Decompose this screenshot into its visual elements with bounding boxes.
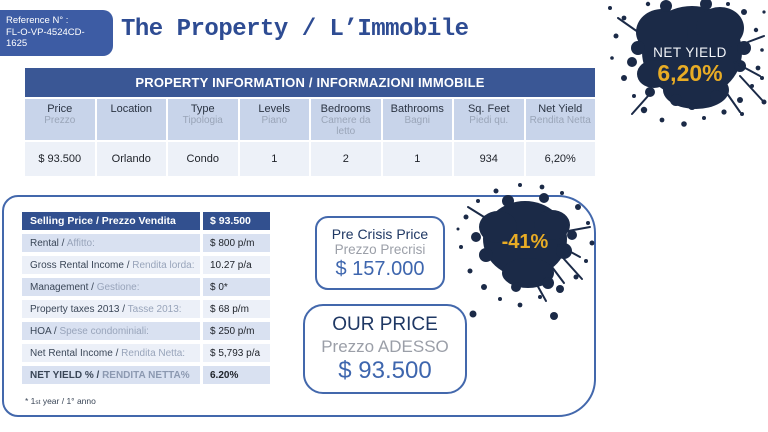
our-price-box: OUR PRICE Prezzo ADESSO $ 93.500 [303, 304, 467, 394]
cell-bathrooms: 1 [382, 142, 452, 176]
cell-type: Condo [168, 142, 238, 176]
column-header-net-yield: Net Yield Rendita Netta [525, 99, 595, 140]
selling-price-label: Selling Price / Prezzo Vendita [22, 212, 200, 230]
net-yield-value: 6,20% [657, 60, 723, 86]
cell-bedrooms: 2 [311, 142, 381, 176]
financials-row-management: Management / Gestione: $ 0* [22, 278, 270, 296]
financials-header-row: Selling Price / Prezzo Vendita $ 93.500 [22, 212, 270, 230]
cell-levels: 1 [239, 142, 309, 176]
financials-row-net-yield: NET YIELD % / RENDITA NETTA% 6.20% [22, 366, 270, 384]
reference-label: Reference N° : [6, 15, 69, 26]
property-table-title: PROPERTY INFORMATION / INFORMAZIONI IMMO… [25, 68, 595, 97]
discount-value: -41% [501, 231, 549, 253]
column-header-sqfeet: Sq. Feet Piedi qu. [454, 99, 524, 140]
page-title: The Property / L’Immobile [121, 16, 469, 43]
pre-crisis-title: Pre Crisis Price [331, 225, 429, 242]
column-header-price: Price Prezzo [25, 99, 95, 140]
financials-row-gross-income: Gross Rental Income / Rendita lorda: 10.… [22, 256, 270, 274]
net-yield-label: NET YIELD [653, 45, 727, 60]
financials-row-hoa: HOA / Spese condominiali: $ 250 p/m [22, 322, 270, 340]
details-panel [2, 195, 596, 417]
cell-net-yield: 6,20% [525, 142, 595, 176]
cell-location: Orlando [96, 142, 166, 176]
our-price-title: OUR PRICE [332, 313, 438, 335]
pre-crisis-price-box: Pre Crisis Price Prezzo Precrisi $ 157.0… [315, 216, 445, 290]
property-table-data-row: $ 93.500 Orlando Condo 1 2 1 934 6,20% [25, 142, 595, 176]
column-header-levels: Levels Piano [239, 99, 309, 140]
financials-row-rental: Rental / Affitto: $ 800 p/m [22, 234, 270, 252]
pre-crisis-subtitle: Prezzo Precrisi [334, 241, 426, 257]
financials-row-property-taxes: Property taxes 2013 / Tasse 2013: $ 68 p… [22, 300, 270, 318]
property-table-header-row: Price Prezzo Location Type Tipologia Lev… [25, 99, 595, 140]
column-header-type: Type Tipologia [168, 99, 238, 140]
selling-price-value: $ 93.500 [200, 212, 270, 230]
property-info-table: PROPERTY INFORMATION / INFORMAZIONI IMMO… [25, 68, 595, 176]
our-price-subtitle: Prezzo ADESSO [321, 336, 449, 356]
reference-code-line2: 1625 [6, 38, 28, 49]
first-year-footnote: * 1st year / 1° anno [25, 396, 96, 406]
reference-badge: Reference N° : FL-O-VP-4524CD- 1625 [0, 10, 113, 56]
pre-crisis-value: $ 157.000 [335, 257, 425, 280]
our-price-value: $ 93.500 [338, 356, 432, 384]
column-header-location: Location [96, 99, 166, 140]
column-header-bathrooms: Bathrooms Bagni [382, 99, 452, 140]
financials-table: Selling Price / Prezzo Vendita $ 93.500 … [22, 208, 270, 388]
ink-splatter-discount [456, 183, 595, 320]
cell-sqfeet: 934 [454, 142, 524, 176]
column-header-bedrooms: Bedrooms Camere da letto [311, 99, 381, 140]
financials-row-net-income: Net Rental Income / Rendita Netta: $ 5,7… [22, 344, 270, 362]
reference-code-line1: FL-O-VP-4524CD- [6, 26, 85, 38]
ink-splatter-net-yield [608, 0, 767, 127]
cell-price: $ 93.500 [25, 142, 95, 176]
